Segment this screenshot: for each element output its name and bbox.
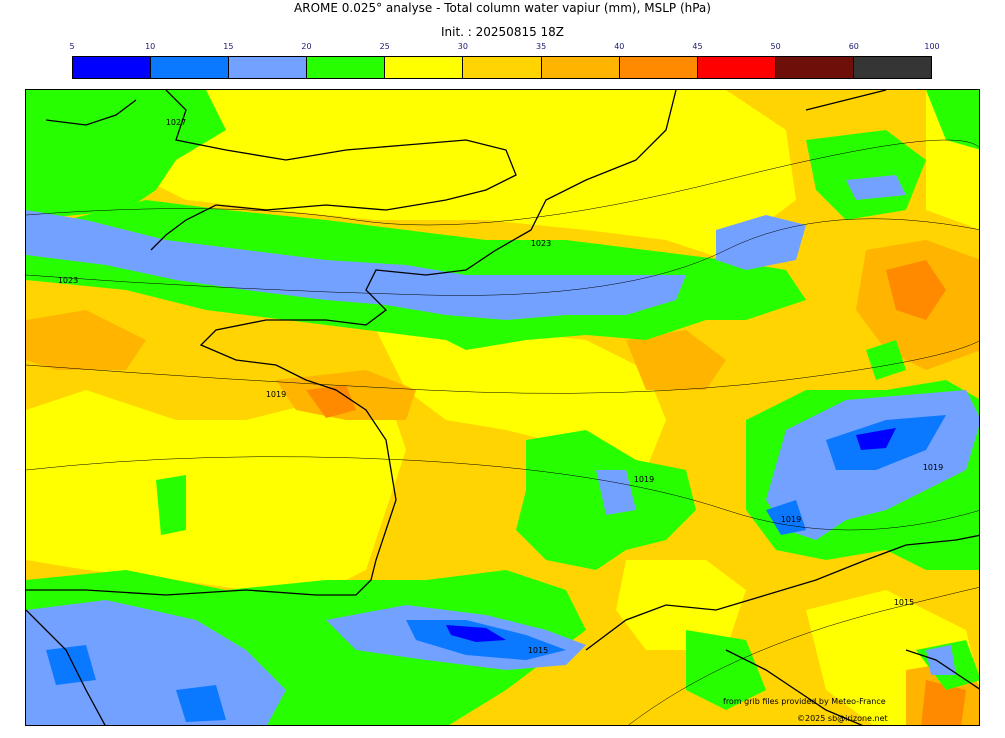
tcwv-field-20-25 [866, 340, 906, 380]
colorbar-segment [229, 57, 308, 78]
isobar-label: 1023 [531, 239, 551, 248]
isobar-labels: 1027 1023 1023 1019 1019 1019 1019 1015 … [58, 118, 943, 655]
colorbar-tick: 30 [457, 42, 468, 51]
tcwv-field-15-20 [26, 600, 286, 725]
tcwv-field-40-45 [886, 260, 946, 320]
tcwv-field-20-25 [26, 90, 226, 220]
isobar-label: 1027 [166, 118, 186, 127]
tcwv-field-20-25 [156, 475, 186, 535]
colorbar-segment [385, 57, 464, 78]
isobar-label: 1015 [894, 598, 914, 607]
isobar-label: 1019 [266, 390, 286, 399]
tcwv-field-10-15 [176, 685, 226, 722]
copyright-credit: ©2025 sb@irizone.net [797, 714, 888, 723]
tcwv-field-35-40 [26, 310, 146, 370]
coastlines [26, 90, 979, 725]
colorbar-segment [775, 57, 854, 78]
colorbar-tick: 20 [301, 42, 312, 51]
chart-title: AROME 0.025° analyse - Total column wate… [294, 1, 711, 15]
colorbar-tick: 35 [536, 42, 547, 51]
isobar-label: 1019 [781, 515, 801, 524]
tcwv-field-5-10 [446, 625, 506, 642]
colorbar-segment [619, 57, 698, 78]
colorbar-tick: 10 [145, 42, 156, 51]
isobar-label: 1019 [634, 475, 654, 484]
tcwv-field-40-45 [921, 680, 966, 725]
colorbar-ticks: 5 10 15 20 25 30 35 40 45 50 60 100 [69, 42, 939, 54]
colorbar-tick: 15 [223, 42, 234, 51]
colorbar-tick: 40 [614, 42, 625, 51]
isobar-label: 1023 [58, 276, 78, 285]
tcwv-field-35-40 [626, 330, 726, 390]
tcwv-field-10-15 [46, 645, 96, 685]
tcwv-field-15-20 [26, 210, 686, 320]
colorbar-segment [307, 57, 386, 78]
tcwv-field-20-25 [806, 130, 926, 220]
colorbar-segment [853, 57, 932, 78]
tcwv-field-15-20 [596, 470, 636, 515]
tcwv-field-20-25 [686, 630, 766, 710]
isobar-label: 1019 [923, 463, 943, 472]
colorbar-tick: 45 [692, 42, 703, 51]
init-time: Init. : 20250815 18Z [440, 25, 565, 39]
colorbar-legend [72, 56, 932, 79]
colorbar-segment [541, 57, 620, 78]
isobar-label: 1015 [528, 646, 548, 655]
colorbar-segment [73, 57, 152, 78]
weather-map: 1027 1023 1023 1019 1019 1019 1019 1015 … [25, 89, 980, 726]
colorbar-segment [151, 57, 230, 78]
colorbar-tick: 25 [379, 42, 390, 51]
tcwv-field-25-30 [146, 90, 796, 260]
tcwv-field-25-30 [26, 390, 406, 590]
tcwv-field-15-20 [926, 645, 956, 675]
tcwv-field-40-45 [306, 385, 356, 418]
colorbar-tick: 5 [69, 42, 75, 51]
data-source-credit: from grib files provided by Meteo-France [723, 697, 886, 706]
tcwv-field-25-30 [616, 560, 746, 650]
colorbar-tick: 100 [924, 42, 940, 51]
colorbar-tick: 50 [770, 42, 781, 51]
colorbar-segment [697, 57, 776, 78]
colorbar-segment [463, 57, 542, 78]
tcwv-field-15-20 [846, 175, 906, 200]
isobars [26, 139, 979, 725]
colorbar-tick: 60 [848, 42, 859, 51]
tcwv-field-20-25 [926, 90, 979, 150]
tcwv-field-5-10 [856, 428, 896, 450]
